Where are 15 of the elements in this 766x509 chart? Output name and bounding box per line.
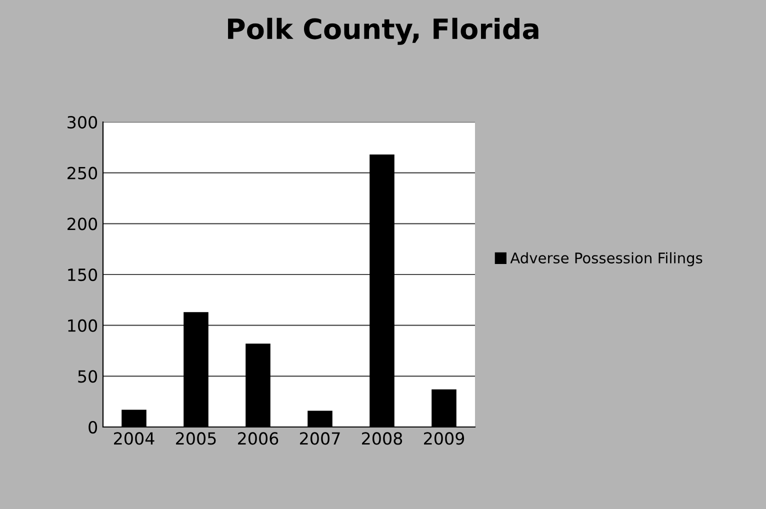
chart-title: Polk County, Florida [228,18,538,45]
y-tick-label: 150 [68,268,98,282]
x-tick-label: 2004 [114,432,154,445]
y-tick-label: 250 [68,166,98,180]
y-tick-label: 100 [68,319,98,332]
y-tick-label: 300 [68,116,98,129]
y-tick-label: 0 [88,420,98,434]
x-tick-label: 2009 [424,432,464,445]
x-tick-label: 2005 [176,432,216,445]
x-tick-label: 2008 [362,432,402,445]
y-tick-label: 200 [68,218,98,230]
y-tick-label: 50 [78,370,98,383]
x-tick-label: 2007 [300,432,340,445]
x-tick-label: 2006 [238,432,278,445]
legend-label: Adverse Possession Filings [510,252,702,266]
